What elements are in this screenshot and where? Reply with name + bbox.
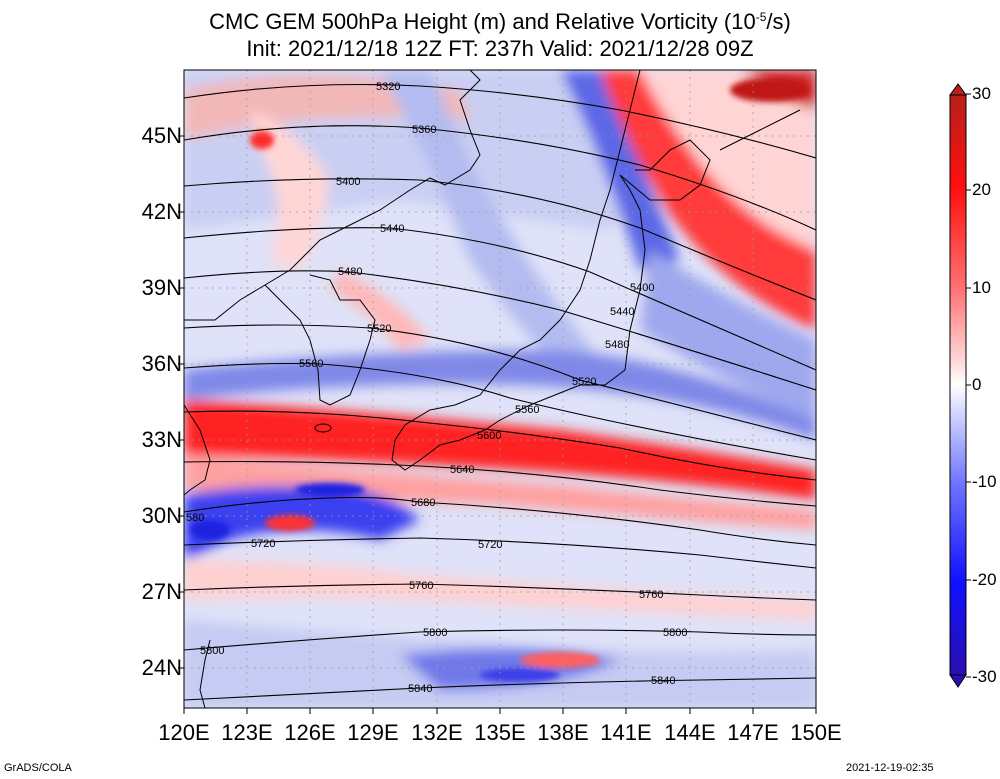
colorbar-tick-0: 0 — [972, 375, 982, 394]
lat-label-27n: 27N — [141, 579, 182, 604]
software-credit: GrADS/COLA — [4, 762, 72, 774]
contour-label: 5400 — [630, 282, 654, 294]
lat-label-39n: 39N — [141, 275, 182, 300]
lat-label-33n: 33N — [141, 427, 182, 452]
contour-label: 5440 — [610, 306, 634, 318]
colorbar-tick-20: 20 — [972, 180, 991, 199]
lon-label-120e: 120E — [158, 720, 210, 745]
lon-label-129e: 129E — [347, 720, 399, 745]
contour-label: 5360 — [412, 124, 436, 136]
contour-label: 5640 — [450, 464, 474, 476]
contour-label: 5520 — [572, 376, 596, 388]
colorbar — [949, 83, 971, 688]
contour-label: 5480 — [605, 339, 629, 351]
lon-label-135e: 135E — [474, 720, 526, 745]
lon-label-132e: 132E — [411, 720, 463, 745]
contour-label: 5840 — [408, 683, 432, 695]
lon-label-123e: 123E — [221, 720, 273, 745]
contour-label: 5320 — [376, 81, 400, 93]
contour-label: 5800 — [200, 645, 224, 657]
vorticity-field — [184, 70, 816, 708]
lat-label-42n: 42N — [141, 199, 182, 224]
lat-label-45n: 45N — [141, 123, 182, 148]
map-title: CMC GEM 500hPa Height (m) and Relative V… — [209, 9, 791, 34]
contour-label: 5800 — [423, 627, 447, 639]
contour-label: 5520 — [367, 323, 391, 335]
lon-label-150e: 150E — [790, 720, 842, 745]
contour-label: 5840 — [651, 675, 675, 687]
contour-label: 5720 — [478, 539, 502, 551]
contour-label: 5760 — [639, 589, 663, 601]
contour-label: 5400 — [336, 176, 360, 188]
contour-label: 5440 — [380, 223, 404, 235]
contour-label: 5720 — [251, 538, 275, 550]
lat-label-24n: 24N — [141, 655, 182, 680]
contour-label: 580 — [186, 512, 204, 524]
lon-label-138e: 138E — [537, 720, 589, 745]
lat-label-36n: 36N — [141, 351, 182, 376]
lon-label-126e: 126E — [284, 720, 336, 745]
lon-label-141e: 141E — [600, 720, 652, 745]
colorbar-tick-neg30: -30 — [972, 667, 997, 686]
render-timestamp: 2021-12-19-02:35 — [846, 762, 934, 774]
contour-label: 5560 — [299, 358, 323, 370]
contour-label: 5800 — [663, 627, 687, 639]
colorbar-tick-neg20: -20 — [972, 570, 997, 589]
colorbar-tick-neg10: -10 — [972, 472, 997, 491]
lon-label-147e: 147E — [727, 720, 779, 745]
contour-label: 5560 — [515, 404, 539, 416]
lat-lon-grid — [184, 70, 816, 708]
axis-ticks — [178, 135, 817, 714]
colorbar-tick-10: 10 — [972, 278, 991, 297]
map-subtitle: Init: 2021/12/18 12Z FT: 237h Valid: 202… — [246, 36, 754, 61]
contour-label: 5600 — [477, 430, 501, 442]
colorbar-tick-30: 30 — [972, 84, 991, 103]
lat-label-30n: 30N — [141, 503, 182, 528]
height-contours — [184, 83, 816, 701]
lon-label-144e: 144E — [664, 720, 716, 745]
contour-label: 5760 — [409, 580, 433, 592]
contour-label: 5480 — [338, 266, 362, 278]
contour-label: 5680 — [411, 497, 435, 509]
contour-labels: 5320 5360 5400 5400 5440 5440 5480 5480 … — [186, 81, 687, 695]
